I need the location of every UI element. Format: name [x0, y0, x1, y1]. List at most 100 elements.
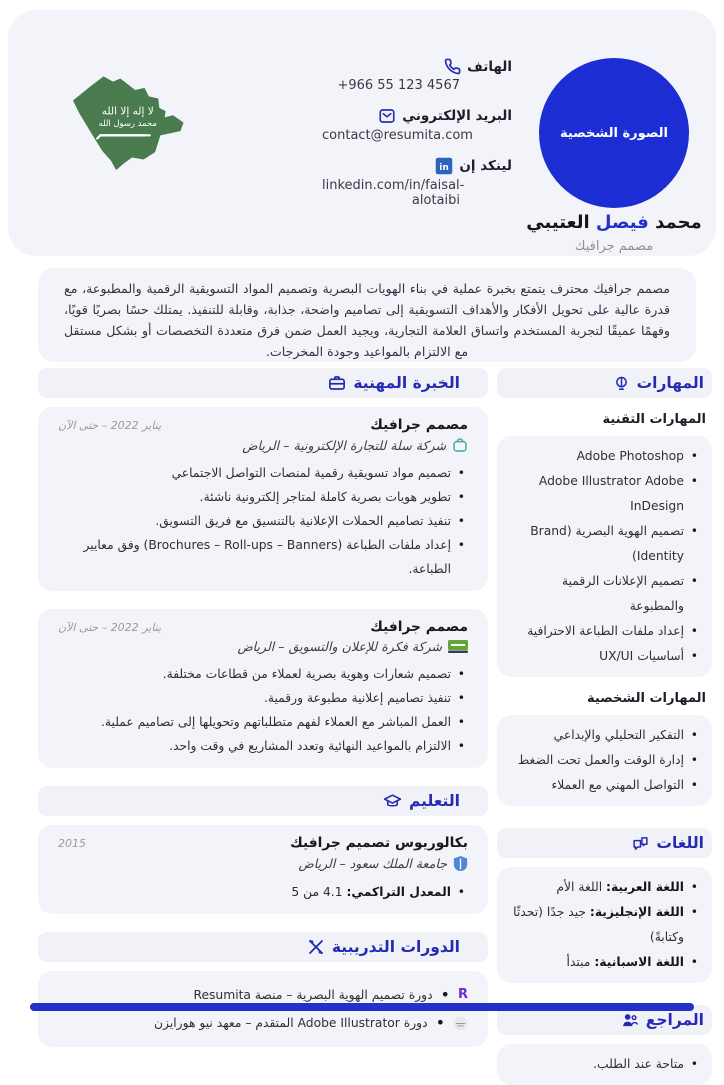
references-card: متاحة عند الطلب.: [497, 1044, 712, 1085]
job-bullet: تطوير هويات بصرية كاملة لمتاجر إلكترونية…: [58, 485, 468, 509]
language-item: اللغة الإنجليزية: جيد جدًا (تحدثًا وكتاب…: [509, 900, 700, 950]
education-date: 2015: [58, 837, 86, 850]
gpa-item: المعدل التراكمي: 4.1 من 5: [58, 880, 468, 904]
header-card: لا إله إلا الله محمد رسول الله الهاتف +9…: [8, 10, 716, 256]
bullet-dot: •: [435, 1013, 445, 1032]
course-row-2: • دورة Adobe Illustrator المتقدم – معهد …: [58, 1009, 468, 1037]
fekra-logo: [448, 640, 468, 653]
saudi-arabia-map-icon: لا إله إلا الله محمد رسول الله: [54, 62, 212, 196]
job2-date: يناير 2022 – حتى الآن: [58, 621, 162, 634]
language-item: اللغة العربية: اللغة الأم: [509, 875, 700, 900]
resume-page: { "colors": { "accent": "#252bb2", "phot…: [0, 0, 724, 1024]
languages-list: اللغة العربية: اللغة الأم اللغة الإنجليز…: [509, 875, 700, 975]
education-title: التعليم: [408, 792, 460, 810]
gpa-label: المعدل التراكمي:: [346, 885, 451, 899]
job-bullet: تنفيذ تصاميم الحملات الإعلانية بالتنسيق …: [58, 509, 468, 533]
tools-icon: [308, 940, 323, 954]
job1-bullet-list: تصميم مواد تسويقية رقمية لمنصات التواصل …: [58, 461, 468, 581]
job-bullet: الالتزام بالمواعيد النهائية وتعدد المشار…: [58, 734, 468, 758]
job1-date: يناير 2022 – حتى الآن: [58, 419, 162, 432]
photo-placeholder-label: الصورة الشخصية: [560, 125, 668, 141]
candidate-name: محمد فيصل العتيبي: [526, 212, 702, 233]
phone-label: الهاتف: [467, 58, 512, 75]
svg-text:لا إله إلا الله: لا إله إلا الله: [102, 105, 154, 117]
skill-item: التفكير التحليلي والإبداعي: [509, 723, 700, 748]
lightbulb-icon: [615, 376, 627, 390]
section-header-education: التعليم: [38, 786, 488, 816]
name-highlight: فيصل: [595, 212, 649, 233]
new-horizons-logo: [453, 1015, 468, 1031]
languages-card: اللغة العربية: اللغة الأم اللغة الإنجليز…: [497, 867, 712, 983]
contact-phone: الهاتف +966 55 123 4567: [264, 58, 516, 94]
skill-item: التواصل المهني مع العملاء: [509, 773, 700, 798]
candidate-title: مصمم جرافيك: [574, 239, 654, 254]
resumita-logo: R: [457, 987, 468, 1002]
technical-skills-list: Adobe PhotoshopAdobe Illustrator Adobe I…: [509, 444, 700, 669]
linkedin-label: لينكد إن: [459, 158, 512, 174]
skill-item: تصميم الهوية البصرية (Brand Identity): [509, 519, 700, 569]
section-header-experience: الخبرة المهنية: [38, 368, 488, 398]
job2-company: شركة فكرة للإعلان والتسويق – الرياض: [237, 639, 442, 654]
experience-card-2: مصمم جرافيك يناير 2022 – حتى الآن شركة ف…: [38, 609, 488, 768]
chat-bubbles-icon: [633, 836, 649, 850]
education-card: بكالوريوس تصميم جرافيك 2015 جامعة الملك …: [38, 825, 488, 914]
email-value[interactable]: contact@resumita.com: [322, 128, 473, 143]
bullet-dot: •: [440, 985, 450, 1004]
svg-text:in: in: [440, 163, 450, 173]
course-row-1: R • دورة تصميم الهوية البصرية – منصة Res…: [58, 981, 468, 1009]
education-school: جامعة الملك سعود – الرياض: [298, 856, 448, 871]
section-header-courses: الدورات التدريبية: [38, 932, 488, 962]
course1-text: دورة تصميم الهوية البصرية – منصة Resumit…: [193, 988, 433, 1002]
personal-skills-card: التفكير التحليلي والإبداعيإدارة الوقت وا…: [497, 715, 712, 806]
skill-item: أساسيات UX/UI: [509, 644, 700, 669]
salla-logo: [453, 438, 467, 452]
briefcase-icon: [329, 376, 346, 390]
courses-title: الدورات التدريبية: [331, 938, 460, 956]
skill-item: إدارة الوقت والعمل تحت الضغط: [509, 748, 700, 773]
section-header-skills: المهارات: [497, 368, 712, 398]
job-bullet: تنفيذ تصاميم إعلانية مطبوعة ورقمية.: [58, 686, 468, 710]
gpa-value: 4.1 من 5: [291, 885, 347, 899]
phone-value[interactable]: +966 55 123 4567: [337, 78, 460, 93]
name-block: محمد فيصل العتيبي مصمم جرافيك: [502, 212, 724, 254]
email-label: البريد الإلكتروني: [402, 108, 512, 124]
skill-item: تصميم الإعلانات الرقمية والمطبوعة: [509, 569, 700, 619]
references-list: متاحة عند الطلب.: [509, 1052, 700, 1077]
section-header-languages: اللغات: [497, 828, 712, 858]
job2-bullet-list: تصميم شعارات وهوية بصرية لعملاء من قطاعا…: [58, 662, 468, 758]
linkedin-icon: in: [436, 157, 453, 175]
personal-skills-label: المهارات الشخصية: [587, 691, 706, 706]
experience-title: الخبرة المهنية: [353, 374, 460, 392]
technical-skills-label: المهارات التقنية: [602, 412, 706, 427]
email-icon: [379, 109, 395, 123]
job1-company: شركة سلة للتجارة الإلكترونية – الرياض: [242, 437, 446, 453]
footer-accent-bar: [30, 1003, 694, 1011]
gpa-list: المعدل التراكمي: 4.1 من 5: [58, 880, 468, 904]
graduation-cap-icon: [383, 793, 402, 807]
experience-card-1: مصمم جرافيك يناير 2022 – حتى الآن شركة س…: [38, 407, 488, 591]
people-icon: [622, 1013, 638, 1026]
linkedin-value[interactable]: linkedin.com/in/faisal-alotaibi: [322, 178, 465, 208]
personal-skills-list: التفكير التحليلي والإبداعيإدارة الوقت وا…: [509, 723, 700, 798]
phone-icon: [444, 58, 461, 75]
degree-title: بكالوريوس تصميم جرافيك: [290, 835, 468, 851]
skill-item: Adobe Illustrator Adobe InDesign: [509, 469, 700, 519]
language-item: اللغة الاسبانية: مبتدأ: [509, 950, 700, 975]
job-bullet: إعداد ملفات الطباعة (Brochures – Roll-up…: [58, 533, 468, 581]
contact-linkedin: لينكد إن in linkedin.com/in/faisal-alota…: [264, 157, 516, 208]
svg-text:محمد رسول الله: محمد رسول الله: [99, 118, 157, 128]
skills-title: المهارات: [636, 374, 704, 392]
reference-item: متاحة عند الطلب.: [509, 1052, 700, 1077]
job-bullet: العمل المباشر مع العملاء لفهم متطلباتهم …: [58, 710, 468, 734]
skill-item: Adobe Photoshop: [509, 444, 700, 469]
job-bullet: تصميم مواد تسويقية رقمية لمنصات التواصل …: [58, 461, 468, 485]
languages-title: اللغات: [656, 834, 704, 852]
contact-list: الهاتف +966 55 123 4567 البريد الإلكترون…: [264, 58, 516, 222]
summary-card: مصمم جرافيك محترف يتمتع بخبرة عملية في ب…: [38, 268, 696, 362]
technical-skills-card: Adobe PhotoshopAdobe Illustrator Adobe I…: [497, 436, 712, 677]
skill-item: إعداد ملفات الطباعة الاحترافية: [509, 619, 700, 644]
profile-photo-placeholder: الصورة الشخصية: [539, 58, 689, 208]
university-logo: [453, 856, 468, 871]
job-bullet: تصميم شعارات وهوية بصرية لعملاء من قطاعا…: [58, 662, 468, 686]
references-title: المراجع: [645, 1011, 704, 1029]
